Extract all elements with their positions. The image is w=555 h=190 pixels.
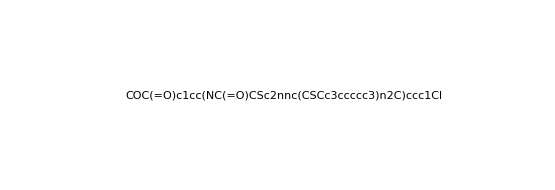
Text: COC(=O)c1cc(NC(=O)CSc2nnc(CSCc3ccccc3)n2C)ccc1Cl: COC(=O)c1cc(NC(=O)CSc2nnc(CSCc3ccccc3)n2… [126,91,443,101]
